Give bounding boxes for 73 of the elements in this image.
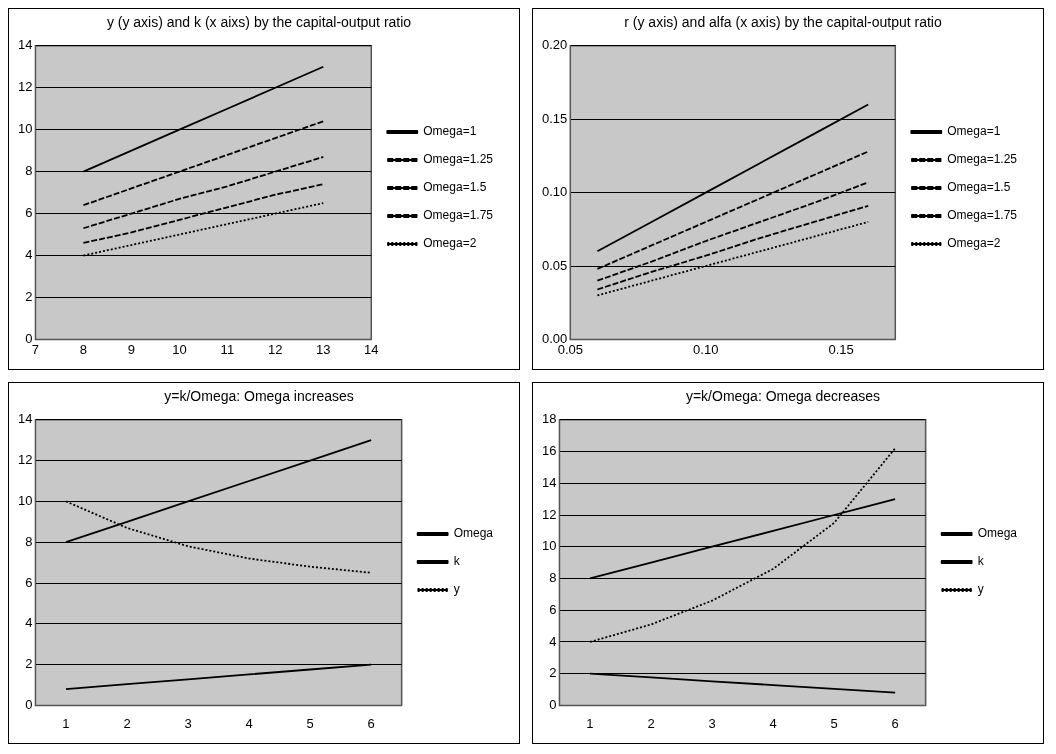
y-tick-label: 14: [17, 411, 33, 427]
y-tick-label: 0.15: [541, 110, 568, 126]
y-tick-label: 0.00: [541, 330, 568, 346]
y-tick-label: 10: [17, 492, 33, 508]
y-tick-label: 0.20: [541, 37, 568, 53]
legend-label: Omega=1.5: [423, 180, 487, 195]
y-tick-label: 0: [25, 696, 33, 712]
x-tick-label: 0.15: [828, 341, 854, 357]
y-tick-label: 8: [549, 570, 557, 586]
x-tick-label: 5: [830, 715, 838, 731]
x-tick-label: 2: [123, 715, 131, 731]
x-tick-label: 7: [31, 341, 40, 357]
x-tick-label: 11: [220, 341, 235, 357]
x-tick-label: 3: [184, 715, 192, 731]
chart-title: r (y axis) and alfa (x axis) by the capital-output ratio: [624, 14, 942, 31]
legend-label: Omega=1.75: [947, 208, 1018, 223]
y-tick-label: 0.10: [541, 184, 568, 200]
y-tick-label: 4: [549, 633, 557, 649]
chart-title: y=k/Omega: Omega increases: [164, 388, 354, 405]
x-tick-label: 1: [586, 715, 594, 731]
y-tick-label: 14: [541, 474, 557, 490]
y-tick-label: 12: [17, 79, 33, 95]
legend-label: Omega=1.75: [423, 208, 494, 223]
y-tick-label: 6: [25, 205, 33, 221]
x-tick-label: 2: [647, 715, 655, 731]
x-tick-label: 4: [245, 715, 253, 731]
y-tick-label: 0: [549, 696, 557, 712]
y-tick-label: 2: [549, 665, 557, 681]
y-tick-label: 4: [25, 615, 33, 631]
x-tick-label: 9: [127, 341, 136, 357]
y-tick-label: 8: [25, 163, 33, 179]
chart-title: y=k/Omega: Omega decreases: [685, 388, 881, 405]
legend-label: Omega=1: [947, 124, 1001, 139]
legend-label: Omega=1.25: [947, 152, 1018, 167]
legend-label: Omega: [977, 526, 1018, 541]
y-tick-label: 10: [17, 121, 33, 137]
x-tick-label: 14: [364, 341, 379, 357]
chart-title: y (y axis) and k (x aixs) by the capital-output ratio: [106, 14, 412, 31]
x-tick-label: 6: [367, 715, 375, 731]
legend-label: Omega=2: [423, 236, 477, 251]
y-tick-label: 2: [25, 656, 33, 672]
x-tick-label: 12: [268, 341, 283, 357]
legend-label: Omega=1.25: [423, 152, 494, 167]
x-tick-label: 8: [79, 341, 88, 357]
legend-label: Omega=2: [947, 236, 1001, 251]
y-tick-label: 12: [541, 506, 557, 522]
legend-label: Omega: [453, 526, 494, 541]
x-tick-label: 3: [708, 715, 716, 731]
y-tick-label: 6: [549, 601, 557, 617]
y-tick-label: 8: [25, 533, 33, 549]
legend-label: y: [977, 582, 984, 597]
y-tick-label: 0: [25, 330, 33, 346]
y-tick-label: 4: [25, 247, 33, 263]
x-tick-label: 6: [891, 715, 899, 731]
legend-label: Omega=1.5: [947, 180, 1011, 195]
legend-label: Omega=1: [423, 124, 477, 139]
x-tick-label: 10: [172, 341, 187, 357]
y-tick-label: 6: [25, 574, 33, 590]
x-tick-label: 4: [769, 715, 777, 731]
y-tick-label: 14: [17, 37, 33, 53]
y-tick-label: 16: [541, 443, 557, 459]
x-tick-label: 5: [306, 715, 314, 731]
x-tick-label: 0.10: [693, 341, 719, 357]
x-tick-label: 1: [62, 715, 70, 731]
legend-label: k: [977, 554, 985, 569]
y-tick-label: 12: [17, 452, 33, 468]
y-tick-label: 2: [25, 289, 33, 305]
x-tick-label: 13: [316, 341, 331, 357]
legend-label: k: [453, 554, 461, 569]
legend-label: y: [453, 582, 460, 597]
y-tick-label: 0.05: [541, 257, 568, 273]
y-tick-label: 18: [541, 411, 557, 427]
y-tick-label: 10: [541, 538, 557, 554]
